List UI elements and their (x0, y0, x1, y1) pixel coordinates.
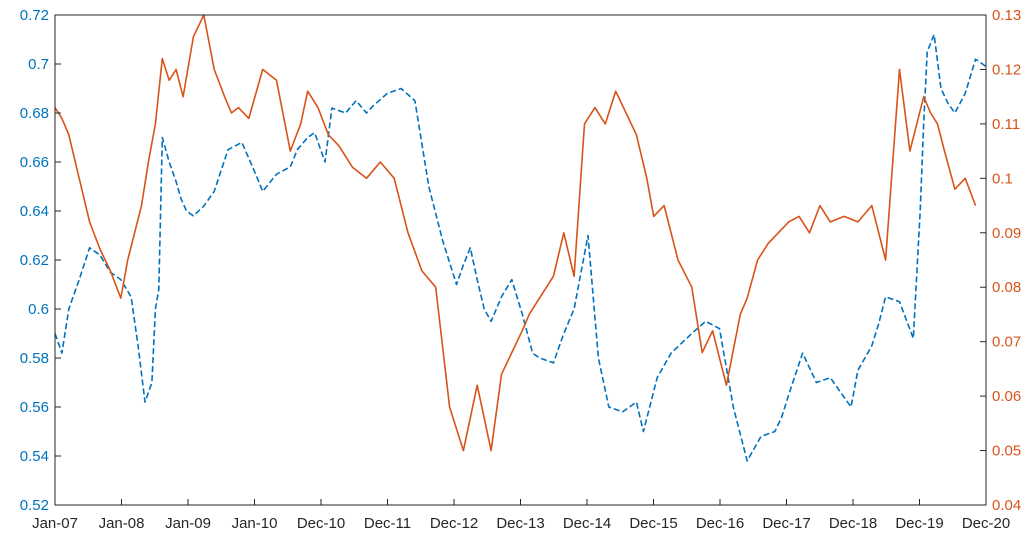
x-tick-label: Dec-18 (829, 515, 877, 532)
right-tick-label: 0.07 (992, 334, 1021, 351)
x-tick-label: Jan-09 (165, 515, 211, 532)
left-axis-series-line (54, 33, 987, 462)
right-tick-label: 0.1 (992, 170, 1013, 187)
x-tick-label: Dec-19 (895, 515, 943, 532)
x-tick-label: Dec-20 (962, 515, 1010, 532)
left-tick-label: 0.6 (28, 301, 49, 318)
right-tick-label: 0.04 (992, 497, 1021, 514)
right-tick-label: 0.13 (992, 7, 1021, 24)
right-tick-label: 0.05 (992, 443, 1021, 460)
right-tick-label: 0.08 (992, 279, 1021, 296)
right-axis-series-line (54, 14, 977, 452)
left-tick-label: 0.7 (28, 56, 49, 73)
right-tick-label: 0.11 (992, 116, 1020, 133)
x-tick-label: Dec-11 (364, 515, 411, 532)
right-y-axis: 0.04 0.05 0.06 0.07 0.08 0.09 0.1 0.11 0.12 0.13 (980, 7, 1021, 514)
left-tick-label: 0.66 (20, 154, 49, 171)
left-y-axis: 0.52 0.54 0.56 0.58 0.6 0.62 0.64 0.66 0.68 0.7 0.… (20, 7, 61, 514)
x-tick-label: Jan-07 (32, 515, 78, 532)
left-tick-label: 0.58 (20, 350, 49, 367)
left-tick-label: 0.68 (20, 105, 49, 122)
left-tick-label: 0.54 (20, 448, 49, 465)
left-tick-label: 0.52 (20, 497, 49, 514)
x-tick-label: Dec-12 (430, 515, 478, 532)
left-tick-label: 0.64 (20, 203, 49, 220)
x-tick-label: Dec-16 (696, 515, 744, 532)
x-tick-label: Jan-10 (232, 515, 278, 532)
x-tick-label: Dec-13 (496, 515, 544, 532)
left-tick-label: 0.56 (20, 399, 49, 416)
right-tick-label: 0.06 (992, 388, 1021, 405)
x-tick-label: Dec-15 (629, 515, 677, 532)
left-tick-label: 0.62 (20, 252, 49, 269)
plot-frame (54, 14, 987, 506)
x-tick-label: Dec-10 (297, 515, 345, 532)
left-tick-label: 0.72 (20, 7, 49, 24)
right-tick-label: 0.12 (992, 61, 1021, 78)
x-tick-label: Jan-08 (99, 515, 145, 532)
series-layer (54, 14, 987, 462)
right-tick-label: 0.09 (992, 225, 1021, 242)
x-axis: Jan-07 Jan-08 Jan-09 Jan-10 Dec-10 Dec-11 Dec-… (32, 499, 1010, 532)
x-tick-label: Dec-17 (762, 515, 810, 532)
x-tick-label: Dec-14 (563, 515, 611, 532)
